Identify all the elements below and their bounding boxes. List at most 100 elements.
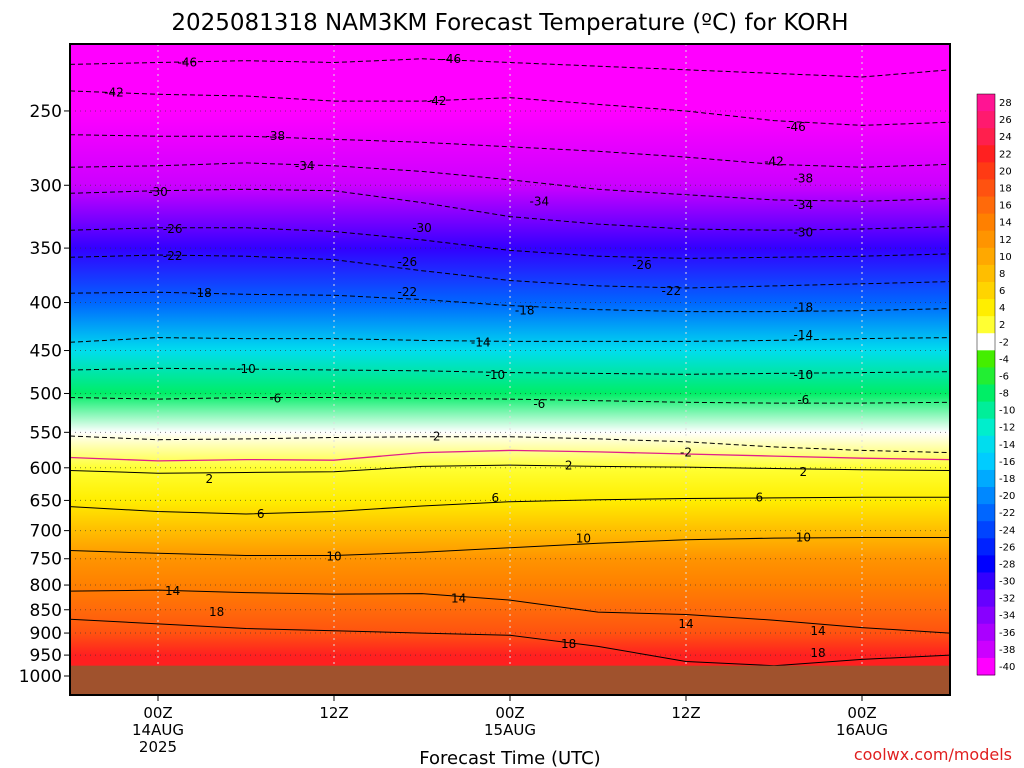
contour-label: 10: [576, 532, 591, 546]
x-tick-label: 15AUG: [484, 721, 536, 739]
colorbar-label: -36: [999, 628, 1015, 639]
colorbar-swatch: [977, 350, 995, 368]
colorbar-label: -14: [999, 440, 1015, 451]
contour-label: -46: [178, 56, 198, 70]
colorbar-label: -40: [999, 662, 1015, 673]
colorbar-label: 10: [999, 252, 1012, 263]
contour-label: 6: [257, 507, 265, 521]
colorbar-swatch: [977, 162, 995, 180]
contour-label: -22: [163, 249, 183, 263]
colorbar-swatch: [977, 521, 995, 539]
colorbar-swatch: [977, 623, 995, 642]
contour-label: -10: [236, 362, 256, 376]
colorbar-label: 18: [999, 183, 1012, 194]
contour-line-10: [70, 537, 950, 556]
contour-label: 14: [810, 624, 825, 638]
colorbar-label: 12: [999, 235, 1012, 246]
contour-label: -26: [398, 255, 418, 269]
colorbar-label: 8: [999, 269, 1005, 280]
colorbar-swatch: [977, 572, 995, 591]
y-tick-label: 700: [30, 522, 62, 542]
contour-label: 18: [561, 637, 576, 651]
colorbar-frame: [976, 93, 996, 676]
colorbar-swatch: [977, 247, 995, 266]
colorbar-label: -16: [999, 457, 1015, 468]
contour-label: 2: [565, 459, 573, 473]
colorbar-label: -10: [999, 406, 1015, 417]
contour-label: 10: [796, 531, 811, 545]
contour-line--22: [70, 254, 950, 289]
contour-label: -6: [797, 393, 809, 407]
contour-labels: -50 -50-46 -46-46-42-42-42-38-38-34-34 -34-…: [104, 52, 825, 660]
contour-label: -10: [794, 368, 814, 382]
contour-label: -42: [104, 86, 124, 100]
colorbar-swatch: [977, 606, 995, 625]
colorbar-label: 16: [999, 201, 1012, 212]
colorbar-swatch: [977, 367, 995, 385]
colorbar-legend: 28 26 24 22 20 18 16 14 12 10 8 6 4 2 -2 -4 -6 -8 -10 -12 -1…: [976, 93, 1015, 676]
contour-label: -46: [442, 52, 462, 66]
contour-lines: [70, 58, 950, 667]
contour-label: -42: [427, 94, 447, 108]
chart-title: 2025081318 NAM3KM Forecast Temperature (…: [171, 10, 848, 36]
y-tick-label: 600: [30, 459, 62, 479]
colorbar-swatch: [977, 401, 995, 420]
y-tick-label: 900: [30, 624, 62, 644]
colorbar-swatch: [977, 128, 995, 146]
contour-label: -14: [794, 328, 814, 342]
contour-label: 2: [433, 430, 441, 444]
ground-layer: [70, 665, 950, 695]
colorbar-label: -6: [999, 371, 1009, 382]
contour-label: -26: [632, 258, 652, 272]
y-tick-label: 450: [30, 342, 62, 362]
colorbar-swatch: [977, 435, 995, 454]
credit-link[interactable]: coolwx.com/models: [854, 745, 1012, 764]
colorbar-label: 4: [999, 303, 1005, 314]
colorbar-label: 28: [999, 98, 1012, 109]
y-tick-label: 1000: [19, 667, 62, 687]
x-tick-label: 00Z: [495, 704, 524, 722]
colorbar-swatch: [977, 213, 995, 232]
colorbar-label: 2: [999, 320, 1005, 331]
y-tick-label: 250: [30, 102, 62, 122]
contour-label: 18: [209, 605, 224, 619]
colorbar-swatch: [977, 589, 995, 608]
contour-label: -30: [148, 185, 168, 199]
contour-label: -38: [266, 129, 286, 143]
contour-label: 2: [800, 465, 808, 479]
x-tick-label: 00Z: [143, 704, 172, 722]
x-tick-label: 12Z: [319, 704, 348, 722]
contour-label: -6: [269, 391, 281, 405]
contour-label: -18: [515, 304, 535, 318]
colorbar-swatch: [977, 145, 995, 163]
colorbar-swatch: [977, 230, 995, 249]
colorbar-swatch: [977, 316, 995, 334]
plot-area: -50 -50-46 -46-46-42-42-42-38-38-34-34 -34-…: [70, 44, 950, 695]
contour-label: 14: [165, 584, 180, 598]
y-tick-label: 550: [30, 423, 62, 443]
contour-label: 10: [326, 550, 341, 564]
colorbar-swatch: [977, 538, 995, 556]
contour-label: -34: [794, 198, 814, 212]
colorbar-label: -22: [999, 508, 1015, 519]
contour-label: -30: [794, 226, 814, 240]
colorbar-label: -28: [999, 559, 1015, 570]
colorbar-swatch: [977, 469, 995, 488]
contour-label: -10: [486, 368, 506, 382]
y-tick-label: 650: [30, 491, 62, 511]
colorbar-label: -2: [999, 337, 1009, 348]
colorbar-label: 24: [999, 132, 1012, 143]
colorbar-label: -38: [999, 645, 1015, 656]
contour-label: -22: [398, 285, 418, 299]
colorbar-label: -8: [999, 389, 1009, 400]
colorbar-swatch: [977, 196, 995, 215]
contour-line--6: [70, 397, 950, 404]
contour-label: -42: [764, 154, 784, 168]
contour-line-18: [70, 618, 950, 667]
contour-line--38: [70, 134, 950, 168]
contour-line--14: [70, 337, 950, 343]
contour-label: -26: [163, 222, 183, 236]
contour-label: -2: [680, 446, 692, 460]
contour-line--26: [70, 227, 950, 259]
